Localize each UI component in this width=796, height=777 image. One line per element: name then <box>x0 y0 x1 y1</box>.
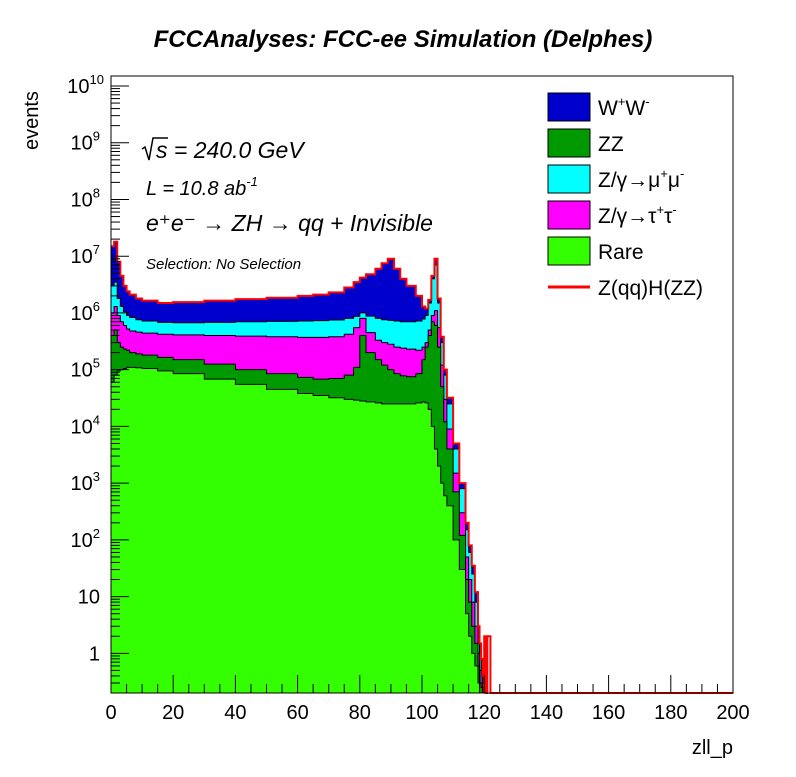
legend-item: W+W- <box>547 92 650 122</box>
legend: W+W- ZZ Z/γ→μ+μ- Z/γ→τ+τ- Rare Z(qq)H(ZZ) <box>547 92 703 300</box>
legend-swatch <box>547 128 591 158</box>
legend-swatch <box>547 236 591 266</box>
x-axis-label: zll_p <box>692 737 733 759</box>
legend-label: Rare <box>598 241 644 264</box>
y-tick-label: 107 <box>71 242 100 268</box>
y-tick-label: 103 <box>71 469 100 495</box>
annotation-sqrt-s-text: s = 240.0 GeV <box>156 137 306 163</box>
x-tick-label: 120 <box>468 702 501 724</box>
plot-area <box>110 241 485 694</box>
legend-item: Rare <box>547 236 644 266</box>
legend-label: W+W- <box>598 94 650 120</box>
x-tick-label: 140 <box>530 702 563 724</box>
x-tick-label: 180 <box>654 702 687 724</box>
y-tick-label: 105 <box>71 356 100 382</box>
annotation-process: e⁺e⁻ → ZH → qq + Invisible <box>146 210 433 236</box>
y-tick-label: 102 <box>71 526 100 552</box>
y-axis-label: events <box>21 91 43 150</box>
annotation-lumi: L = 10.8 ab-1 <box>146 174 258 200</box>
x-tick-label: 80 <box>349 702 371 724</box>
y-tick-label: 1 <box>89 643 100 665</box>
legend-swatch <box>547 164 591 194</box>
annotation-sqrt-s: s = 240.0 GeV <box>141 137 306 163</box>
legend-item: ZZ <box>547 128 624 158</box>
series-line-signal <box>111 240 733 694</box>
x-axis-ticks: 0 20 40 60 80 100 120 140 160 180 200 <box>105 675 750 724</box>
x-tick-label: 100 <box>405 702 438 724</box>
legend-label: Z(qq)H(ZZ) <box>598 277 703 300</box>
legend-swatch <box>547 92 591 122</box>
x-tick-label: 0 <box>105 702 116 724</box>
chart-title: FCCAnalyses: FCC-ee Simulation (Delphes) <box>154 26 653 53</box>
y-tick-label: 106 <box>71 299 100 325</box>
x-tick-label: 160 <box>592 702 625 724</box>
x-tick-label: 60 <box>286 702 308 724</box>
y-tick-label: 10 <box>78 587 100 609</box>
y-tick-label: 104 <box>71 412 100 438</box>
legend-item: Z(qq)H(ZZ) <box>548 277 703 300</box>
plot-lines <box>111 240 733 694</box>
y-tick-label: 108 <box>71 185 100 211</box>
y-tick-label: 1010 <box>67 72 104 98</box>
legend-label: Z/γ→τ+τ- <box>598 202 677 228</box>
y-tick-label: 109 <box>71 129 100 155</box>
series-area-rare <box>110 366 485 694</box>
x-tick-label: 40 <box>224 702 246 724</box>
legend-label: ZZ <box>598 133 624 156</box>
legend-swatch <box>547 200 591 230</box>
annotation-selection: Selection: No Selection <box>146 256 301 273</box>
x-tick-label: 20 <box>162 702 184 724</box>
legend-item: Z/γ→μ+μ- <box>547 164 684 194</box>
legend-label: Z/γ→μ+μ- <box>598 166 684 192</box>
x-tick-label: 200 <box>716 702 749 724</box>
y-axis-ticks: 1 10 102 103 104 105 106 107 108 109 1010 <box>67 72 129 694</box>
legend-item: Z/γ→τ+τ- <box>547 200 677 230</box>
